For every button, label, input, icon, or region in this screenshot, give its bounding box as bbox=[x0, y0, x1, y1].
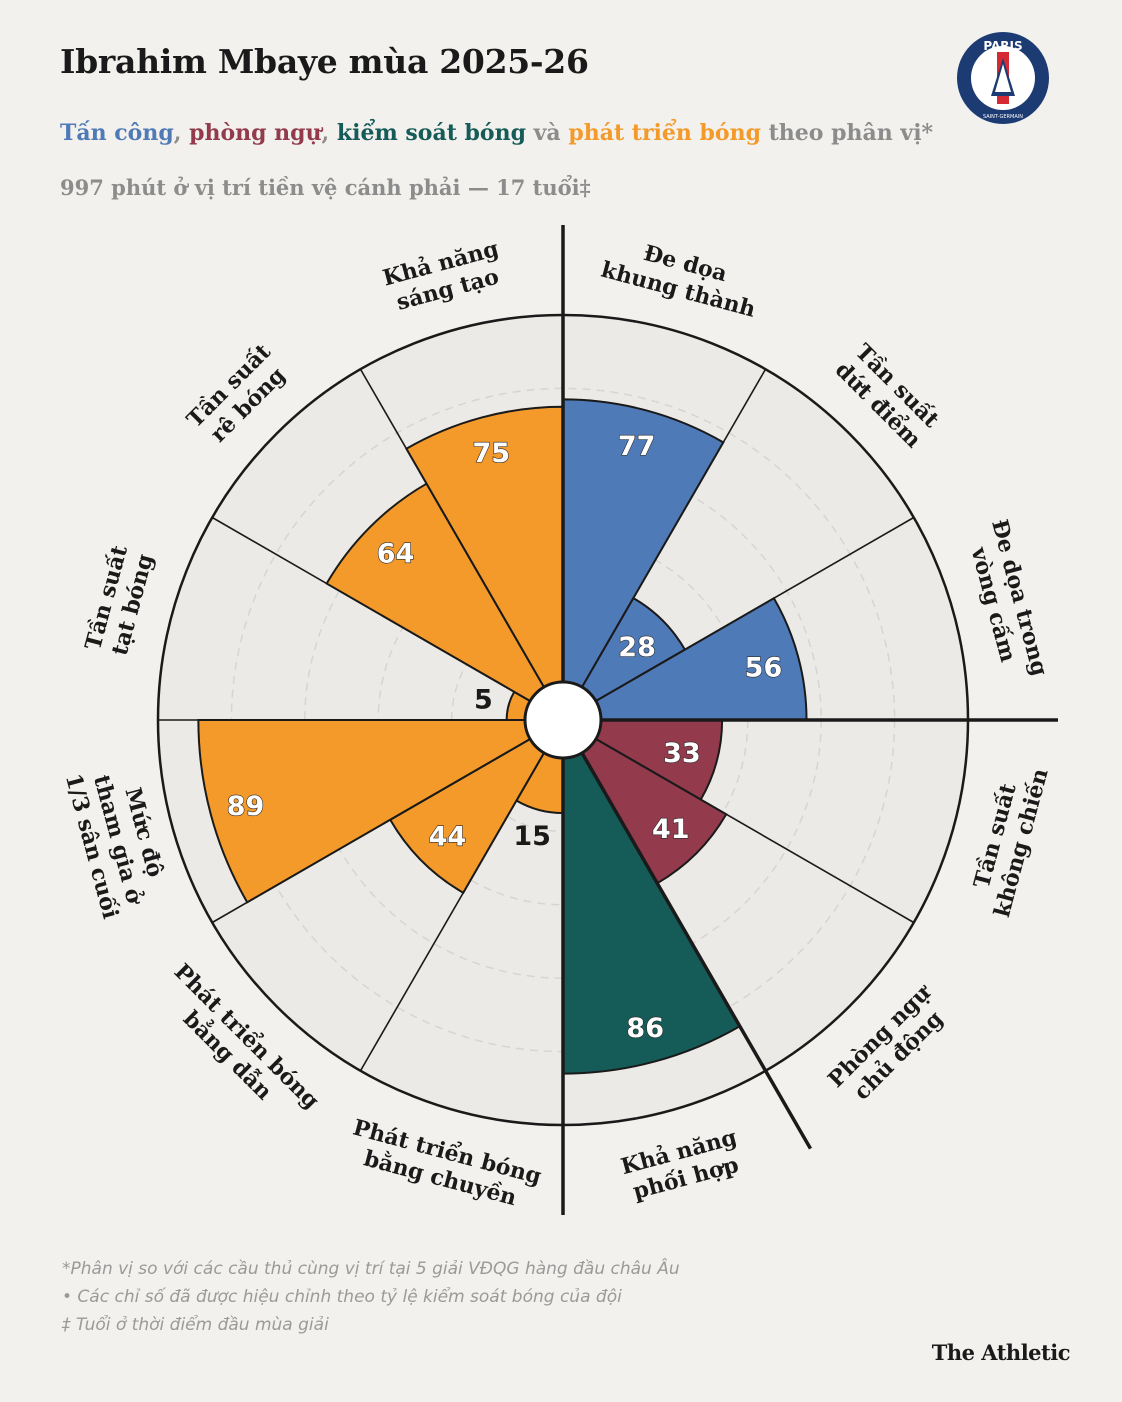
subtitle-defense: phòng ngự bbox=[189, 120, 322, 146]
value-label-1: 77 bbox=[618, 431, 656, 462]
subtitle-and: và bbox=[525, 120, 569, 146]
chart-title: Ibrahim Mbaye mùa 2025-26 bbox=[60, 42, 589, 81]
logo-subtext: SAINT-GERMAIN bbox=[983, 114, 1023, 120]
value-label-8: 44 bbox=[429, 822, 467, 853]
subtitle-possession: kiểm soát bóng bbox=[336, 120, 526, 146]
value-label-11: 64 bbox=[377, 539, 415, 570]
logo-tower-inner bbox=[995, 64, 1011, 92]
subtitle-tail: theo phân vị* bbox=[760, 120, 934, 146]
spoke-2 bbox=[581, 368, 767, 688]
value-label-5: 41 bbox=[652, 814, 690, 845]
value-label-4: 33 bbox=[663, 738, 701, 769]
spoke-5 bbox=[595, 738, 915, 924]
spoke-8 bbox=[359, 752, 545, 1072]
spoke-3 bbox=[595, 516, 915, 702]
footnotes: *Phân vị so với các cầu thủ cùng vị trí … bbox=[62, 1255, 680, 1339]
brand-logo: The Athletic bbox=[931, 1340, 1071, 1365]
value-label-10: 5 bbox=[474, 685, 493, 716]
value-label-12: 75 bbox=[472, 438, 510, 469]
outer-ring bbox=[156, 313, 970, 1127]
center-hole bbox=[523, 680, 603, 760]
chart-subtitle: Tấn công, phòng ngự, kiểm soát bóng và p… bbox=[60, 120, 933, 146]
subtitle-sep-1: , bbox=[173, 120, 190, 146]
value-label-7: 15 bbox=[513, 821, 551, 852]
logo-text: PARIS bbox=[983, 39, 1022, 53]
player-info: 997 phút ở vị trí tiền vệ cánh phải — 17… bbox=[60, 175, 591, 200]
psg-logo: PARIS SAINT-GERMAIN bbox=[957, 32, 1049, 124]
group-divider-6 bbox=[580, 752, 813, 1150]
spoke-9 bbox=[211, 738, 531, 924]
value-label-9: 89 bbox=[227, 791, 265, 822]
value-label-6: 86 bbox=[626, 1013, 664, 1044]
subtitle-progression: phát triển bóng bbox=[568, 120, 761, 146]
footnote-percentile: *Phân vị so với các cầu thủ cùng vị trí … bbox=[62, 1259, 680, 1279]
spoke-12 bbox=[359, 368, 545, 688]
footnote-adjusted: • Các chỉ số đã được hiệu chỉnh theo tỷ … bbox=[62, 1287, 622, 1307]
subtitle-sep-2: , bbox=[321, 120, 337, 146]
spoke-11 bbox=[211, 516, 531, 702]
subtitle-attack: Tấn công bbox=[60, 120, 174, 146]
value-label-2: 28 bbox=[618, 632, 656, 663]
footnote-age: ‡ Tuổi ở thời điểm đầu mùa giải bbox=[62, 1315, 329, 1335]
value-label-3: 56 bbox=[745, 652, 783, 683]
